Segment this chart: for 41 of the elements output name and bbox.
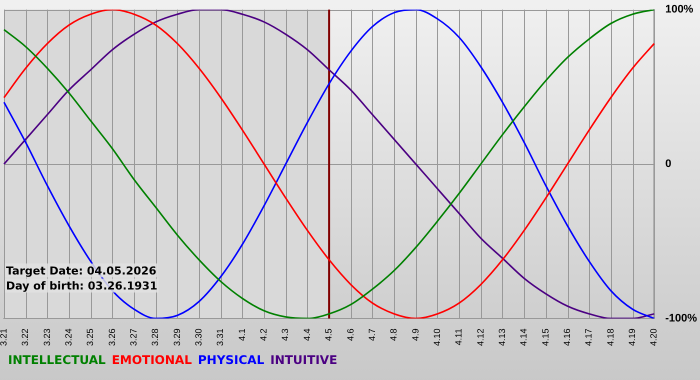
annotation: Day of birth: 03.26.1931 — [6, 279, 158, 292]
x-tick-label: 4.6 — [345, 328, 356, 341]
x-tick-label: 3.21 — [0, 328, 8, 346]
x-tick-label: 3.24 — [64, 328, 74, 346]
x-tick-label: 3.26 — [106, 328, 117, 346]
x-tick-label: 3.25 — [85, 328, 96, 346]
x-tick-label: 4.4 — [302, 328, 312, 341]
annotation: Target Date: 04.05.2026 — [6, 264, 157, 278]
x-tick-label: 4.12 — [475, 328, 486, 346]
text: INTELLECTUAL — [8, 353, 106, 367]
x-tick-label: 4.10 — [432, 328, 442, 346]
y-tick-label: 0 — [665, 158, 672, 170]
x-tick-label: 4.3 — [280, 328, 290, 341]
text: INTUITIVE — [270, 353, 338, 367]
x-tick-label: 4.1 — [236, 328, 247, 341]
x-tick-label: 4.20 — [648, 328, 659, 346]
x-tick-label: 4.14 — [518, 328, 529, 346]
y-tick-label: -100% — [665, 312, 698, 325]
x-tick-label: 4.8 — [388, 328, 399, 341]
x-tick-label: 3.28 — [150, 328, 160, 346]
x-tick-label: 3.31 — [215, 328, 226, 346]
x-tick-label: 3.23 — [42, 328, 52, 346]
x-tick-label: 4.7 — [366, 328, 377, 341]
text: PHYSICAL — [198, 353, 264, 367]
x-tick-label: 4.17 — [584, 328, 594, 346]
x-tick-label: 4.16 — [562, 328, 572, 346]
x-tick-label: 4.11 — [454, 328, 464, 346]
line-series — [3, 10, 656, 318]
x-tick-label: 4.19 — [627, 328, 638, 346]
x-tick-label: 4.5 — [324, 328, 334, 341]
x-tick-label: 4.13 — [496, 328, 507, 346]
x-tick-label: 3.22 — [20, 328, 30, 346]
x-tick-label: 3.30 — [194, 328, 204, 346]
x-tick-label: 3.29 — [172, 328, 182, 346]
x-tick-label: 3.27 — [128, 328, 139, 346]
text: EMOTIONAL — [112, 353, 192, 367]
y-tick-label: 100% — [665, 4, 694, 16]
x-tick-label: 4.18 — [605, 328, 616, 346]
x-tick-label: 4.15 — [540, 328, 550, 346]
x-tick-label: 4.2 — [258, 328, 269, 341]
x-tick-label: 4.9 — [410, 328, 420, 341]
